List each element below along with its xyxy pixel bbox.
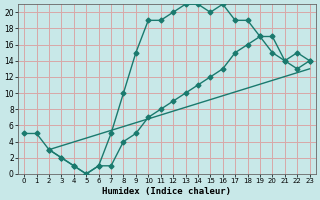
- X-axis label: Humidex (Indice chaleur): Humidex (Indice chaleur): [102, 187, 231, 196]
